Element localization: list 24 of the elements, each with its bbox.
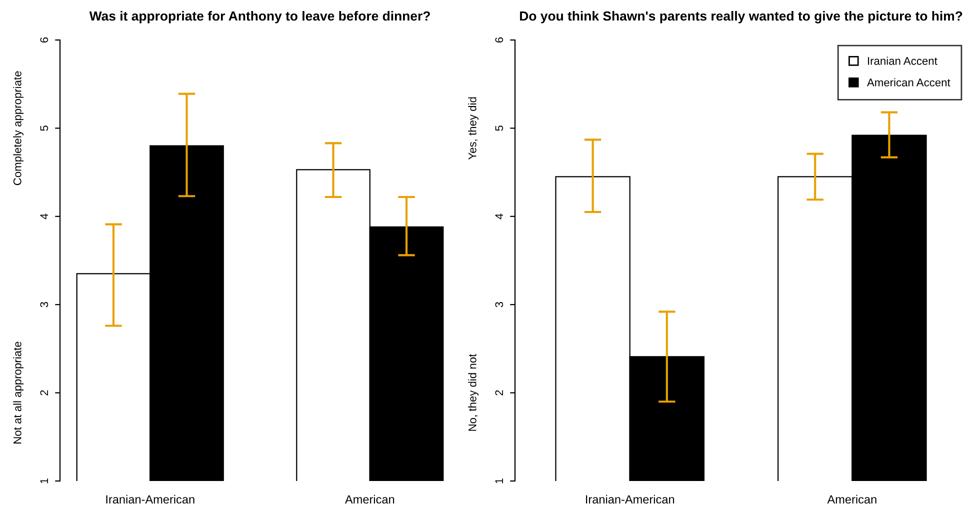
y-tick-label: 5 bbox=[40, 126, 48, 131]
y-tick-label: 2 bbox=[40, 390, 48, 396]
text: Not at all appropriate bbox=[13, 342, 24, 444]
y-tick-label: 1 bbox=[495, 478, 503, 484]
chart-title: Was it appropriate for Anthony to leave before dinner? bbox=[89, 10, 430, 24]
x-tick-label: American bbox=[344, 494, 394, 504]
y-tick-label: 5 bbox=[495, 126, 504, 131]
annotation: Yes, they did bbox=[468, 97, 479, 160]
annotation: No, they did not bbox=[468, 354, 479, 431]
x-tick-label: Iranian-American bbox=[586, 494, 674, 504]
text: Completely appropriate bbox=[13, 71, 24, 186]
legend-label: American Accent bbox=[866, 78, 950, 86]
x-tick-label: Iranian-American bbox=[106, 494, 194, 504]
y-tick-label: 3 bbox=[495, 302, 504, 308]
legend-label: Iranian Accent bbox=[868, 56, 938, 65]
y-tick-label: 3 bbox=[40, 302, 48, 308]
y-tick-label: 6 bbox=[495, 37, 504, 43]
y-tick-label: 2 bbox=[495, 390, 503, 396]
y-tick-label: 4 bbox=[40, 214, 48, 220]
y-tick-label: 1 bbox=[40, 478, 48, 484]
x-tick-label: American bbox=[827, 494, 876, 504]
y-tick-label: 6 bbox=[40, 37, 48, 43]
chart-title: Do you think Shawn's parents really wanted to give the picture to him? bbox=[520, 10, 962, 24]
y-tick-label: 4 bbox=[495, 214, 503, 220]
